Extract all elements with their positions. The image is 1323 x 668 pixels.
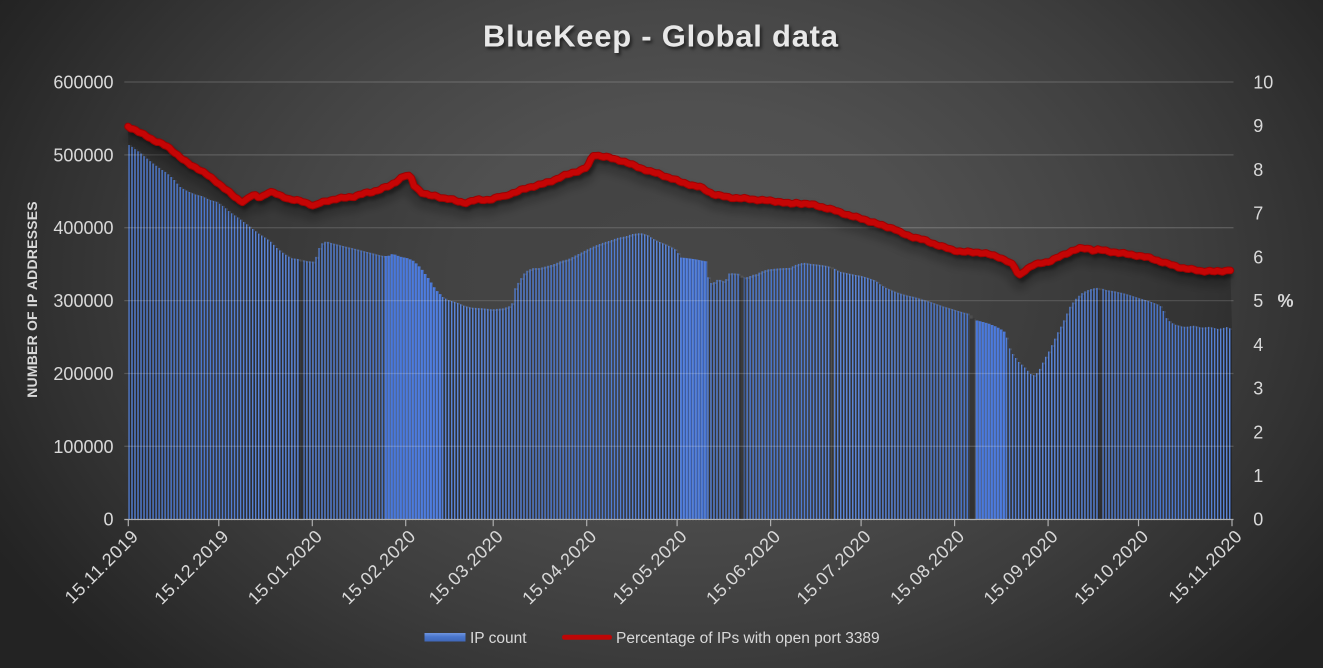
svg-text:8: 8 <box>1253 160 1263 180</box>
svg-text:IP count: IP count <box>470 630 527 647</box>
svg-text:100000: 100000 <box>53 437 113 457</box>
svg-text:6: 6 <box>1253 247 1263 267</box>
svg-text:500000: 500000 <box>53 145 113 165</box>
svg-text:NUMBER OF IP ADDRESSES: NUMBER OF IP ADDRESSES <box>24 201 40 398</box>
svg-text:0: 0 <box>103 510 113 530</box>
svg-text:3: 3 <box>1253 379 1263 399</box>
svg-text:Percentage of IPs with open po: Percentage of IPs with open port 3389 <box>616 630 880 647</box>
svg-text:2: 2 <box>1253 422 1263 442</box>
svg-text:BlueKeep - Global data: BlueKeep - Global data <box>483 19 839 54</box>
svg-text:0: 0 <box>1253 510 1263 530</box>
svg-text:5: 5 <box>1253 291 1263 311</box>
svg-text:200000: 200000 <box>53 364 113 384</box>
svg-text:400000: 400000 <box>53 218 113 238</box>
svg-text:4: 4 <box>1253 335 1263 355</box>
svg-text:9: 9 <box>1253 116 1263 136</box>
svg-text:1: 1 <box>1253 466 1263 486</box>
svg-text:10: 10 <box>1253 73 1273 93</box>
svg-text:%: % <box>1278 291 1294 311</box>
svg-text:300000: 300000 <box>53 291 113 311</box>
svg-text:7: 7 <box>1253 204 1263 224</box>
svg-text:600000: 600000 <box>53 73 113 93</box>
